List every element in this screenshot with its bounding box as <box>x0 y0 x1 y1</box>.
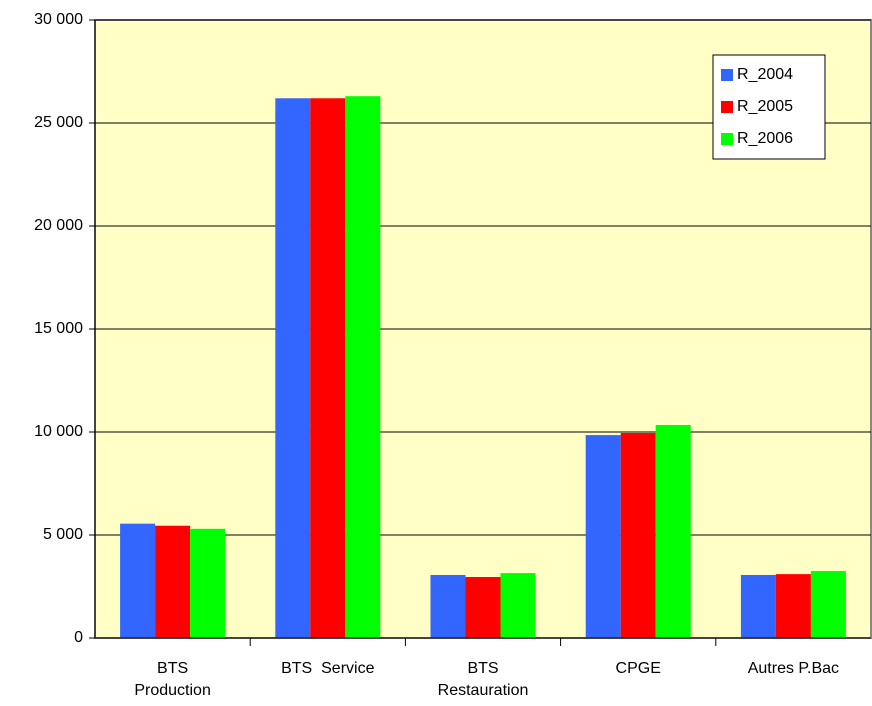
y-tick-label: 30 000 <box>34 11 83 28</box>
bar <box>810 571 846 638</box>
legend-label: R_2004 <box>737 66 793 83</box>
bar <box>310 98 346 638</box>
y-tick-label: 20 000 <box>34 217 83 234</box>
bar <box>500 573 536 638</box>
y-tick-label: 15 000 <box>34 320 83 337</box>
y-tick-label: 5 000 <box>43 526 83 543</box>
bar <box>620 433 656 638</box>
legend-swatch <box>721 69 733 81</box>
legend-label: R_2005 <box>737 98 793 115</box>
bar <box>430 574 466 638</box>
x-tick-label: CPGE <box>615 660 661 677</box>
legend-label: R_2006 <box>737 130 793 147</box>
x-tick-label: Autres P.Bac <box>747 660 840 677</box>
bar <box>120 523 156 638</box>
y-tick-label: 25 000 <box>34 114 83 131</box>
bar <box>775 574 811 638</box>
bar <box>585 435 621 638</box>
bar <box>465 577 501 638</box>
y-tick-label: 10 000 <box>34 423 83 440</box>
y-tick-label: 0 <box>74 629 83 646</box>
x-tick-label: BTS Restauration <box>437 660 529 699</box>
bar <box>275 98 311 638</box>
legend-swatch <box>721 133 733 145</box>
legend-swatch <box>721 101 733 113</box>
bar <box>345 96 381 639</box>
bar <box>740 574 776 638</box>
bar <box>655 424 691 638</box>
bar <box>155 525 191 638</box>
bar <box>190 528 226 638</box>
x-tick-label: BTS Production <box>134 660 211 699</box>
x-tick-label: BTS Service <box>281 660 375 677</box>
